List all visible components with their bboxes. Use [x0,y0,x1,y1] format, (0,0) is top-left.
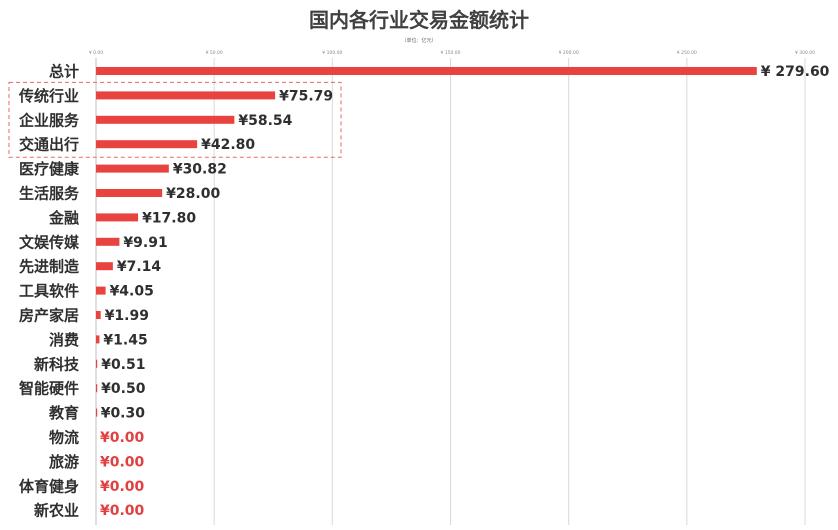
category-label-11: 消费 [49,331,79,349]
chart-title: 国内各行业交易金额统计 [309,8,529,32]
category-label-2: 企业服务 [18,111,80,129]
category-label-5: 生活服务 [19,185,80,203]
bar-2 [96,115,235,124]
unit-label: （单位：亿元） [401,37,436,44]
tick-label-0: ¥ 0.00 [89,50,103,56]
value-label-1: ¥75.79 [279,88,333,104]
category-label-6: 金融 [48,209,79,227]
category-label-13: 智能硬件 [19,380,79,398]
gridlines [95,58,806,525]
tick-label-1: ¥ 50.00 [206,50,223,56]
bar-5 [96,189,163,197]
bar-4 [96,164,169,173]
value-label-11: ¥1.45 [103,332,147,348]
category-label-10: 房产家居 [19,307,79,325]
bar-11 [96,335,100,344]
bar-12 [96,359,98,368]
value-label-12: ¥0.51 [101,357,145,373]
value-label-14: ¥0.30 [101,406,146,422]
value-label-5: ¥28.00 [166,186,220,202]
category-label-16: 旅游 [49,453,79,471]
bar-14 [96,408,98,417]
value-label-16: ¥0.00 [100,454,145,470]
category-label-12: 新科技 [34,355,80,373]
category-label-15: 物流 [49,429,79,447]
category-label-18: 新农业 [34,502,79,520]
value-label-6: ¥17.80 [142,210,196,226]
bar-6 [96,213,139,222]
tick-label-2: ¥ 100.00 [322,50,342,56]
tick-label-4: ¥ 200.00 [559,50,579,56]
value-label-2: ¥58.54 [238,113,292,129]
bar-10 [96,311,101,319]
value-label-7: ¥9.91 [123,235,167,251]
category-label-7: 文娱传媒 [19,233,80,251]
value-label-15: ¥0.00 [100,430,145,446]
value-label-8: ¥7.14 [117,259,162,275]
category-label-8: 先进制造 [19,258,79,276]
category-label-1: 传统行业 [18,87,79,105]
value-label-18: ¥0.00 [100,503,145,519]
tick-label-5: ¥ 250.00 [677,50,697,56]
tick-label-6: ¥ 300.00 [795,50,815,56]
value-label-17: ¥0.00 [100,479,145,495]
bar-0 [96,67,757,75]
value-label-9: ¥4.05 [110,284,154,300]
value-label-13: ¥0.50 [101,381,146,397]
category-labels: 总计传统行业企业服务交通出行医疗健康生活服务金融文娱传媒先进制造工具软件房产家居… [18,63,80,520]
category-label-17: 体育健身 [19,477,79,495]
category-label-14: 教育 [48,404,79,422]
bar-3 [96,140,198,149]
value-labels: ¥ 279.60 ¥75.79 ¥58.54 ¥42.80 ¥30.82 ¥28.00 ¥1… [100,64,830,519]
x-axis-ticks: ¥ 0.00 ¥ 50.00 ¥ 100.00 ¥ 150.00 ¥ 200.00 ¥ 2… [89,50,815,56]
bars [96,67,757,417]
bar-9 [96,286,106,295]
category-label-0: 总计 [49,63,79,81]
category-label-9: 工具软件 [19,282,79,300]
bar-13 [96,384,98,393]
value-label-0: ¥ 279.60 [761,64,830,80]
bar-7 [96,237,120,246]
tick-label-3: ¥ 150.00 [440,50,460,56]
value-label-3: ¥42.80 [201,137,255,153]
value-label-4: ¥30.82 [173,162,227,178]
category-label-4: 医疗健康 [19,160,80,178]
value-label-10: ¥1.99 [105,308,149,324]
bar-8 [96,262,113,271]
category-label-3: 交通出行 [19,136,79,154]
bar-1 [96,91,276,100]
